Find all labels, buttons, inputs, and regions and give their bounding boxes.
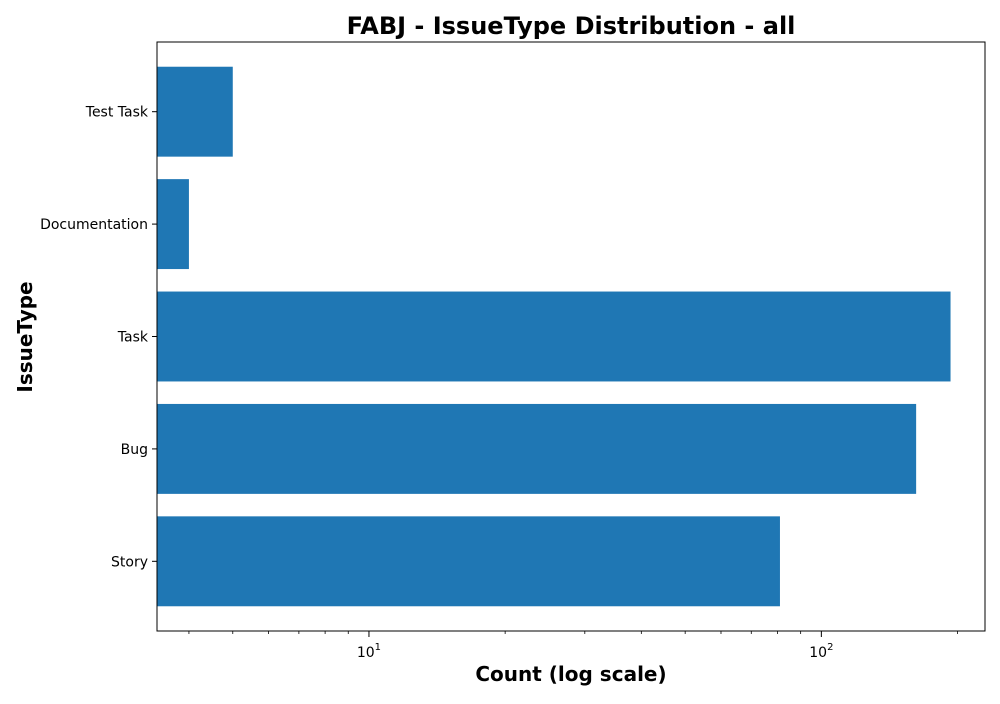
y-tick-label: Bug xyxy=(121,442,148,458)
y-axis-label: IssueType xyxy=(13,281,37,392)
bar-test-task xyxy=(157,66,233,157)
chart-title: FABJ - IssueType Distribution - all xyxy=(347,12,796,40)
x-tick-label: 101 xyxy=(357,642,381,661)
x-tick-label: 102 xyxy=(809,642,833,661)
bar-bug xyxy=(157,403,917,494)
y-tick-label: Story xyxy=(111,554,148,570)
bar-task xyxy=(157,291,951,382)
plot-area: Story Bug Task Documentation Test Task 101 102 xyxy=(40,66,958,661)
y-tick-label: Task xyxy=(117,330,149,346)
x-axis-label: Count (log scale) xyxy=(475,662,666,686)
plot-frame xyxy=(156,41,986,632)
y-tick-label: Documentation xyxy=(40,217,148,233)
bar-documentation xyxy=(157,179,189,270)
bar-story xyxy=(157,516,780,607)
y-tick-label: Test Task xyxy=(85,105,149,121)
